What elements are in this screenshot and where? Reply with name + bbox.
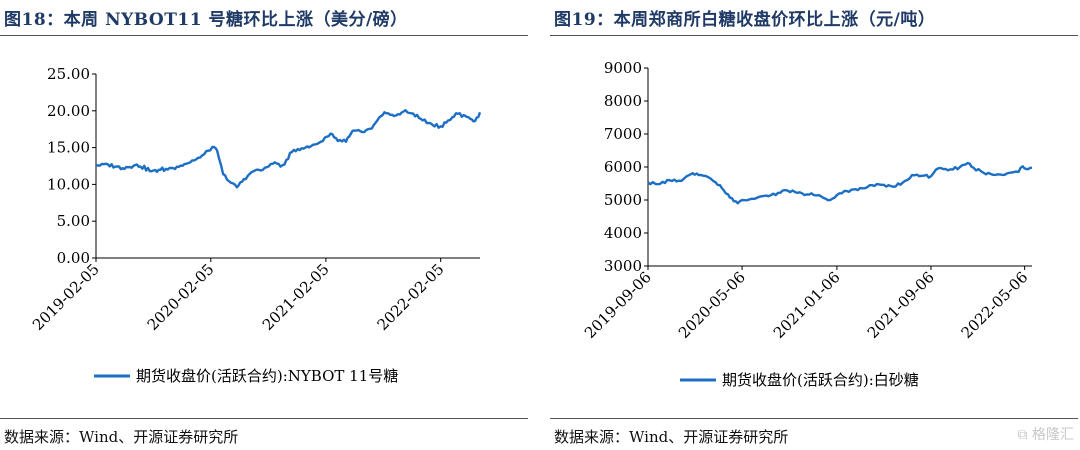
left-legend-label: 期货收盘价(活跃合约):NYBOT 11号糖 bbox=[136, 367, 398, 385]
right-x-tick-label: 2019-09-06 bbox=[581, 268, 655, 342]
left-y-tick-label: 0.00 bbox=[57, 249, 90, 267]
left-y-tick-label: 10.00 bbox=[47, 175, 90, 193]
left-source-rule bbox=[0, 418, 528, 419]
right-source-rule bbox=[550, 418, 1078, 419]
right-y-tick-label: 7000 bbox=[604, 125, 642, 143]
right-y-tick-label: 6000 bbox=[604, 158, 642, 176]
right-y-tick-label: 5000 bbox=[604, 191, 642, 209]
left-source-note: 数据来源：Wind、开源证券研究所 bbox=[4, 428, 239, 446]
left-y-tick-label: 20.00 bbox=[47, 102, 90, 120]
left-y-tick-label: 25.00 bbox=[47, 65, 90, 83]
right-line-chart: 3000 4000 5000 6000 7000 8000 9000 2019-09-06 20… bbox=[581, 59, 1033, 389]
right-figure-title: 图19：本周郑商所白糖收盘价环比上涨（元/吨） bbox=[554, 10, 936, 30]
right-x-tick-label: 2021-01-06 bbox=[770, 268, 844, 342]
left-figure-title: 图18：本周 NYBOT11 号糖环比上涨（美分/磅） bbox=[4, 10, 408, 30]
left-y-tick-label: 15.00 bbox=[47, 139, 90, 157]
right-x-tick-label: 2021-09-06 bbox=[864, 268, 938, 342]
watermark-text: 格隆汇 bbox=[1032, 427, 1074, 443]
right-x-tick-label: 2022-05-06 bbox=[958, 268, 1032, 342]
left-figure-panel: 图18：本周 NYBOT11 号糖环比上涨（美分/磅） 0.00 5.00 10.0… bbox=[0, 0, 530, 450]
right-figure-panel: 图19：本周郑商所白糖收盘价环比上涨（元/吨） 3000 4000 5000 6000… bbox=[550, 0, 1080, 450]
watermark-icon: ⧉ bbox=[1017, 427, 1028, 443]
left-title-rule bbox=[0, 35, 528, 36]
left-x-tick-label: 2021-02-05 bbox=[259, 260, 333, 334]
right-source-note: 数据来源：Wind、开源证券研究所 bbox=[554, 428, 789, 446]
right-y-tick-label: 4000 bbox=[604, 224, 642, 242]
left-series-line bbox=[95, 109, 482, 189]
left-y-tick-label: 5.00 bbox=[57, 212, 90, 230]
left-x-tick-label: 2019-02-05 bbox=[29, 260, 103, 334]
left-x-tick-label: 2020-02-05 bbox=[144, 260, 218, 334]
left-line-chart: 0.00 5.00 10.00 15.00 20.00 25.00 2019-02-05 20… bbox=[29, 65, 482, 385]
left-x-tick-label: 2022-02-05 bbox=[374, 260, 448, 334]
right-title-rule bbox=[550, 35, 1078, 36]
right-series-line bbox=[647, 161, 1033, 205]
right-y-tick-label: 8000 bbox=[604, 92, 642, 110]
right-y-tick-label: 9000 bbox=[604, 59, 642, 77]
right-x-tick-label: 2020-05-06 bbox=[675, 268, 749, 342]
right-y-tick-label: 3000 bbox=[604, 257, 642, 275]
watermark-logo: ⧉ 格隆汇 bbox=[1018, 424, 1074, 444]
right-legend-label: 期货收盘价(活跃合约):白砂糖 bbox=[722, 371, 919, 389]
